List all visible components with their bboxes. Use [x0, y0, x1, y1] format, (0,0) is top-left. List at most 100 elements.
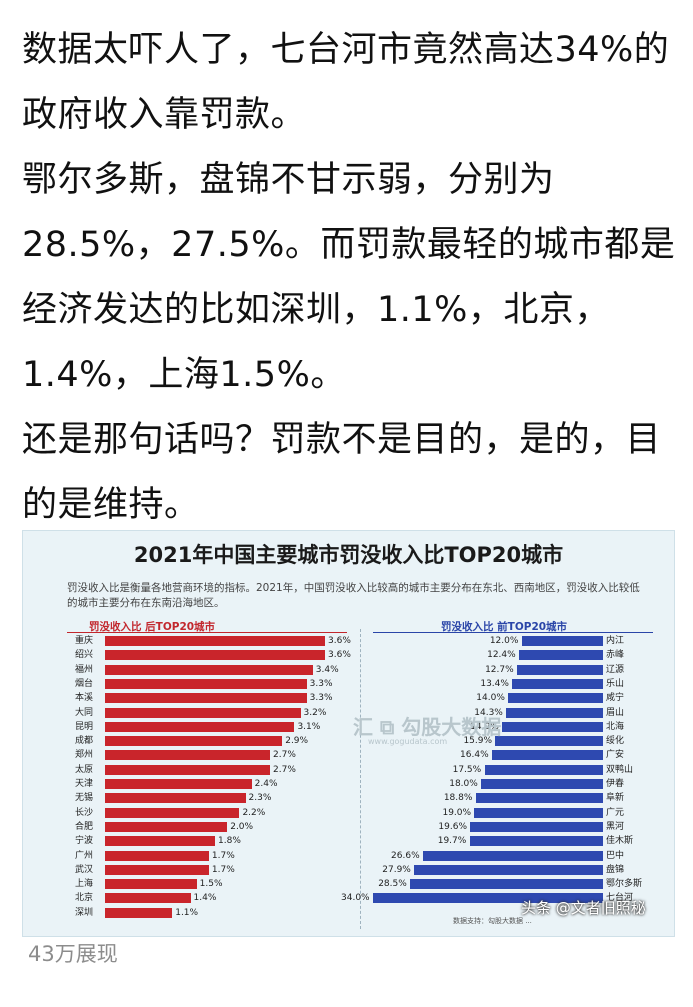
right-bar-row: 13.4% 乐山	[23, 678, 674, 690]
left-bar	[105, 707, 301, 718]
right-bar-value: 18.8%	[443, 793, 473, 804]
left-bar	[105, 793, 246, 804]
left-city-label: 大同	[74, 707, 93, 718]
left-bar-value: 2.9%	[285, 736, 309, 747]
watermark-brand-text: 勾股大数据	[401, 715, 502, 739]
left-bar-value: 1.7%	[211, 850, 235, 861]
left-city-label: 烟台	[74, 678, 93, 689]
left-bar-row: 昆明 3.1%	[23, 721, 363, 733]
right-bar	[506, 707, 603, 718]
watermark-prefix: 汇	[353, 715, 373, 739]
right-city-label: 佳木斯	[606, 836, 634, 847]
post-line-3: 还是那句话吗？罚款不是目的，是的，目的是维持。	[22, 420, 662, 525]
left-bar	[105, 736, 283, 747]
right-panel-title: 罚没收入比 前TOP20城市	[441, 621, 568, 633]
right-bar	[484, 764, 603, 775]
left-city-label: 广州	[74, 850, 93, 861]
right-bar-value: 14.0%	[476, 693, 505, 704]
right-city-label: 广安	[606, 750, 625, 761]
left-city-label: 重庆	[74, 636, 93, 646]
left-city-label: 太原	[74, 764, 93, 775]
left-bar-row: 深圳 1.1%	[23, 907, 363, 919]
right-bar-row: 15.9% 绥化	[23, 735, 674, 747]
left-city-label: 绍兴	[74, 650, 93, 661]
left-bar-value: 1.1%	[175, 907, 199, 918]
right-bar-row: 26.6% 巴中	[23, 850, 674, 862]
right-bar-row: 14.9% 北海	[23, 721, 674, 733]
left-city-label: 长沙	[74, 807, 93, 818]
left-bar-row: 太原 2.7%	[23, 764, 363, 776]
right-city-label: 双鸭山	[606, 764, 634, 775]
right-bar-row: 34.0% 七台河	[23, 892, 674, 904]
right-bar-value: 19.6%	[438, 821, 467, 832]
left-bar-row: 郑州 2.7%	[23, 749, 363, 761]
left-bar	[105, 821, 228, 832]
right-bar	[481, 779, 603, 789]
right-city-label: 鄂尔多斯	[606, 879, 643, 890]
left-bar	[105, 864, 209, 875]
left-city-label: 成都	[74, 736, 93, 747]
right-bar-row: 12.4% 赤峰	[23, 649, 674, 661]
right-city-label: 广元	[606, 807, 625, 818]
right-bar	[373, 893, 603, 904]
post-line-2: 鄂尔多斯，盘锦不甘示弱，分别为28.5%，27.5%。而罚款最轻的城市都是经济发…	[22, 160, 676, 395]
right-bar-value: 19.0%	[442, 807, 472, 818]
right-city-label: 盘锦	[606, 864, 625, 875]
watermark-brand: 汇 ⧉ 勾股大数据	[353, 711, 501, 740]
right-bar	[521, 636, 603, 646]
right-bar-row: 12.0% 内江	[23, 635, 674, 647]
right-bar	[474, 807, 603, 818]
left-bar	[105, 636, 325, 646]
right-bar	[502, 721, 603, 732]
right-bar	[492, 750, 603, 761]
right-bar	[410, 879, 603, 890]
left-bar-row: 长沙 2.2%	[23, 807, 363, 819]
left-bar-row: 上海 1.5%	[23, 878, 363, 890]
right-bar	[475, 793, 603, 804]
left-bar	[105, 750, 270, 761]
left-bar	[105, 779, 252, 789]
left-bar-value: 1.5%	[199, 879, 223, 890]
left-bar	[105, 678, 307, 689]
right-bar	[470, 821, 603, 832]
right-bar	[423, 850, 603, 861]
right-city-label: 黑河	[606, 821, 625, 832]
left-city-label: 深圳	[74, 907, 93, 918]
right-city-label: 辽源	[606, 664, 625, 675]
left-bar	[105, 764, 270, 775]
right-bar-row: 19.6% 黑河	[23, 821, 674, 833]
right-city-label: 巴中	[606, 850, 625, 861]
right-bar	[519, 650, 603, 661]
right-city-label: 赤峰	[606, 650, 625, 661]
left-city-label: 北京	[74, 893, 93, 904]
right-bar	[517, 664, 603, 675]
left-bar-value: 1.8%	[218, 836, 241, 847]
left-bar-value: 2.4%	[254, 779, 278, 789]
right-bar	[414, 864, 603, 875]
right-city-label: 阜新	[606, 793, 625, 804]
left-bar-value: 2.2%	[242, 807, 266, 818]
right-bar-row: 14.0% 咸宁	[23, 692, 674, 704]
right-bar-row: 19.7% 佳木斯	[23, 835, 674, 847]
left-bar	[105, 836, 215, 847]
right-bar-row: 28.5% 鄂尔多斯	[23, 878, 674, 890]
left-bar-value: 1.7%	[211, 864, 235, 875]
post-text: 数据太吓人了，七台河市竟然高达34%的政府收入靠罚款。 鄂尔多斯，盘锦不甘示弱，…	[22, 18, 682, 538]
left-bar-value: 2.0%	[230, 821, 254, 832]
toutiao-watermark: 头条 @文者旧照秘	[521, 899, 646, 917]
infographic-image[interactable]: 2021年中国主要城市罚没收入比TOP20城市 罚没收入比是衡量各地营商环境的指…	[22, 530, 675, 937]
right-city-label: 北海	[606, 721, 625, 732]
right-bar-row: 17.5% 双鸭山	[23, 764, 674, 776]
right-city-label: 绥化	[606, 736, 625, 747]
left-bar	[105, 693, 307, 704]
left-bar-value: 3.1%	[297, 721, 321, 732]
left-bar-value: 3.6%	[328, 650, 351, 661]
right-bar-row: 27.9% 盘锦	[23, 864, 674, 876]
left-bar	[105, 721, 295, 732]
left-bar-value: 3.2%	[303, 707, 327, 718]
left-bar-value: 3.4%	[315, 664, 339, 675]
left-bar-row: 绍兴 3.6%	[23, 649, 363, 661]
left-bar-row: 天津 2.4%	[23, 778, 363, 790]
right-bar-value: 18.0%	[449, 779, 478, 789]
left-city-label: 天津	[74, 779, 93, 789]
